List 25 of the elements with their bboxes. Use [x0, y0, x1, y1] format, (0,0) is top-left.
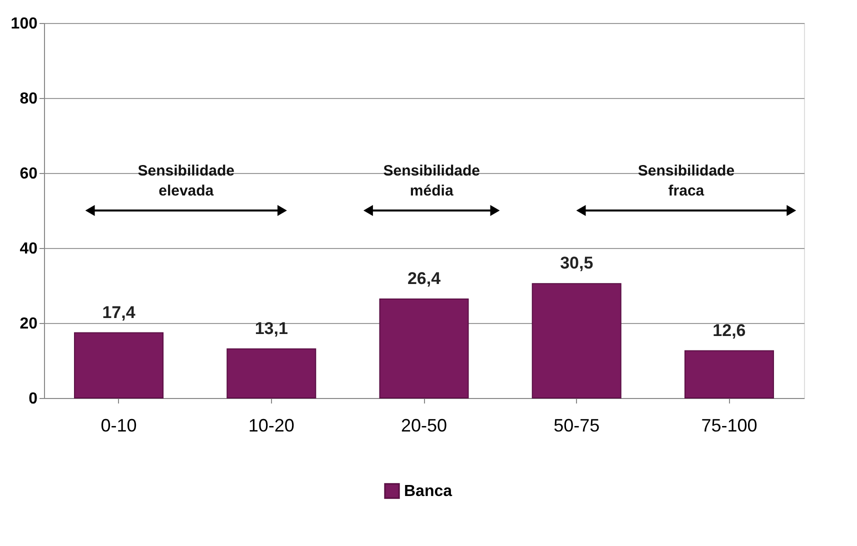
y-tick-label: 60	[20, 166, 38, 182]
y-tick-label: 100	[10, 16, 38, 32]
legend-label: Banca	[404, 483, 452, 500]
annotation: Sensibilidade fraca	[638, 162, 735, 200]
bar	[684, 350, 774, 398]
text: 26,4	[407, 269, 441, 288]
text: 12,6	[712, 320, 746, 340]
x-tick-label: 10-20	[248, 416, 294, 436]
text: 17,4	[102, 302, 136, 322]
text: 30,5	[560, 254, 594, 273]
bar	[379, 298, 469, 398]
y-tick-label: 20	[20, 316, 38, 332]
x-tick-label: 20-50	[400, 416, 448, 436]
bar	[226, 348, 316, 398]
annotation: Sensibilidade elevada	[138, 162, 234, 200]
x-tick-label: 0-10	[100, 416, 137, 436]
y-tick-label: 0	[28, 390, 38, 408]
y-tick-label: 80	[20, 90, 38, 108]
bar	[74, 332, 164, 398]
y-tick-label: 40	[20, 240, 38, 258]
x-tick-label: 75-100	[701, 416, 758, 436]
x-tick-label: 50-75	[554, 416, 600, 436]
bar	[532, 283, 622, 398]
annotation: Sensibilidade média	[383, 162, 480, 200]
text: 13,1	[254, 318, 288, 338]
